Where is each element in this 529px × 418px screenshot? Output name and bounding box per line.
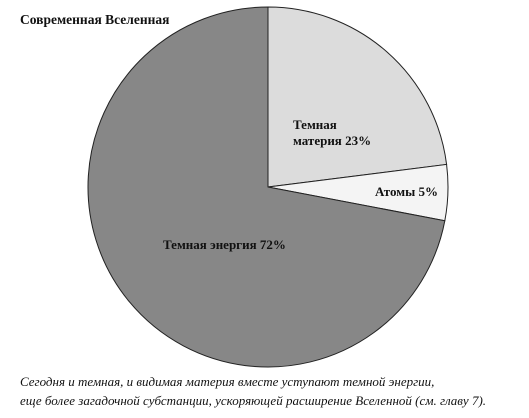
category-label: Темная энергия (163, 237, 257, 252)
pie-slice (87, 6, 446, 368)
chart-title: Современная Вселенная (20, 12, 170, 27)
slice-label: Атомы 5% (375, 184, 455, 200)
value-label: 72% (259, 237, 286, 252)
value-label: 5% (418, 184, 438, 199)
slice-label: Темная материя 23% (293, 117, 388, 149)
category-label: Темная материя (293, 117, 342, 148)
pie-slice (267, 6, 448, 188)
caption-line: еще более загадочной субстанции, ускоряю… (20, 393, 487, 408)
value-label: 23% (345, 133, 372, 148)
category-label: Атомы (375, 184, 416, 199)
slice-label: Темная энергия 72% (163, 237, 323, 253)
caption-line: Сегодня и темная, и видимая материя вмес… (20, 374, 435, 389)
